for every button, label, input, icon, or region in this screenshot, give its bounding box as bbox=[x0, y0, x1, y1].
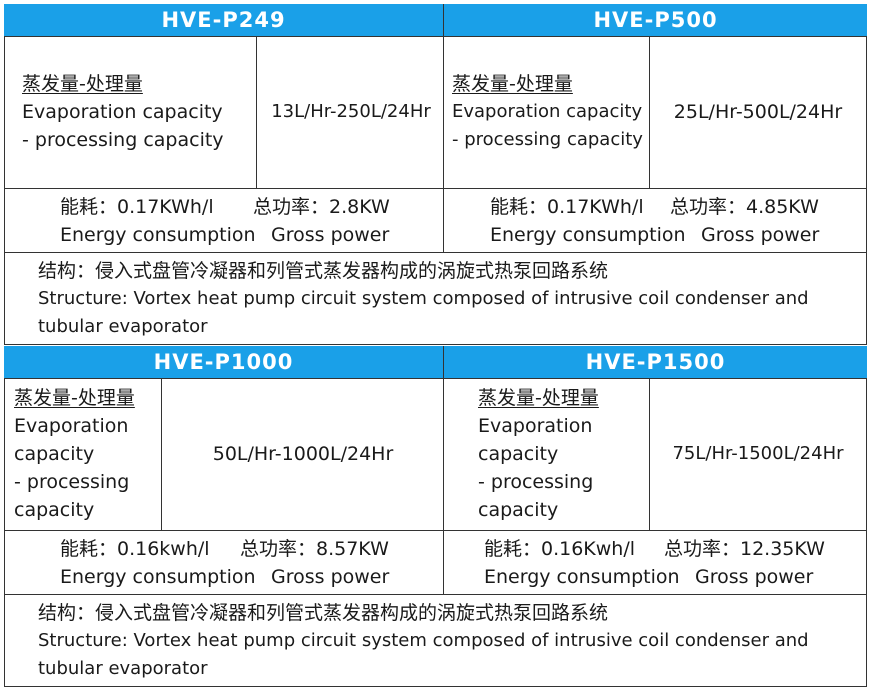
capacity-label-en: - processing bbox=[14, 471, 130, 493]
model-header-hve-p500: HVE-P500 bbox=[444, 4, 867, 36]
capacity-label-en: Evaporation bbox=[478, 415, 593, 437]
capacity-label-en: - processing bbox=[478, 471, 594, 493]
energy-consumption-cn: 能耗：0.16kwh/l bbox=[60, 538, 210, 560]
gross-power-cn: 总功率：12.35KW bbox=[664, 538, 825, 560]
capacity-value: 75L/Hr-1500L/24Hr bbox=[672, 443, 844, 464]
capacity-label-en: Evaporation capacity bbox=[452, 101, 643, 122]
capacity-label-en: capacity bbox=[478, 443, 559, 465]
gross-power-en: Gross power bbox=[271, 566, 390, 588]
capacity-label-cn: 蒸发量-处理量 bbox=[14, 387, 135, 409]
capacity-label-cn: 蒸发量-处理量 bbox=[22, 73, 143, 95]
energy-consumption-cn: 能耗：0.17KWh/l bbox=[60, 196, 214, 218]
gross-power-cn: 总功率：2.8KW bbox=[253, 196, 390, 218]
gross-power-en: Gross power bbox=[701, 224, 820, 246]
gross-power-cn: 总功率：8.57KW bbox=[240, 538, 389, 560]
capacity-label-cn: 蒸发量-处理量 bbox=[478, 387, 599, 409]
structure-en: Structure: Vortex heat pump circuit syst… bbox=[38, 630, 809, 651]
capacity-label-en: - processing capacity bbox=[22, 129, 224, 151]
gross-power-en: Gross power bbox=[271, 224, 390, 246]
gross-power-cn: 总功率：4.85KW bbox=[670, 196, 819, 218]
model-header-hve-p1500: HVE-P1500 bbox=[444, 346, 867, 378]
capacity-value: 25L/Hr-500L/24Hr bbox=[673, 101, 843, 123]
structure-en: tubular evaporator bbox=[38, 658, 208, 679]
capacity-label-en: capacity bbox=[14, 499, 95, 521]
capacity-label-en: Evaporation capacity bbox=[22, 101, 223, 123]
structure-en: tubular evaporator bbox=[38, 316, 208, 337]
capacity-value: 50L/Hr-1000L/24Hr bbox=[212, 443, 394, 465]
energy-consumption-en: Energy consumption bbox=[490, 224, 686, 246]
capacity-label-en: - processing capacity bbox=[452, 129, 643, 150]
structure-cn: 结构：侵入式盘管冷凝器和列管式蒸发器构成的涡旋式热泵回路系统 bbox=[38, 260, 609, 282]
capacity-label-en: capacity bbox=[14, 443, 95, 465]
energy-consumption-cn: 能耗：0.16Kwh/l bbox=[484, 538, 636, 560]
capacity-label-en: capacity bbox=[478, 499, 559, 521]
structure-cn: 结构：侵入式盘管冷凝器和列管式蒸发器构成的涡旋式热泵回路系统 bbox=[38, 602, 609, 624]
model-header-hve-p249: HVE-P249 bbox=[4, 4, 443, 36]
structure-en: Structure: Vortex heat pump circuit syst… bbox=[38, 288, 809, 309]
capacity-value: 13L/Hr-250L/24Hr bbox=[271, 101, 431, 122]
capacity-label-cn: 蒸发量-处理量 bbox=[452, 73, 573, 95]
energy-consumption-cn: 能耗：0.17KWh/l bbox=[490, 196, 644, 218]
energy-consumption-en: Energy consumption bbox=[60, 224, 256, 246]
energy-consumption-en: Energy consumption bbox=[60, 566, 256, 588]
gross-power-en: Gross power bbox=[695, 566, 814, 588]
model-header-hve-p1000: HVE-P1000 bbox=[4, 346, 443, 378]
capacity-label-en: Evaporation bbox=[14, 415, 129, 437]
energy-consumption-en: Energy consumption bbox=[484, 566, 680, 588]
